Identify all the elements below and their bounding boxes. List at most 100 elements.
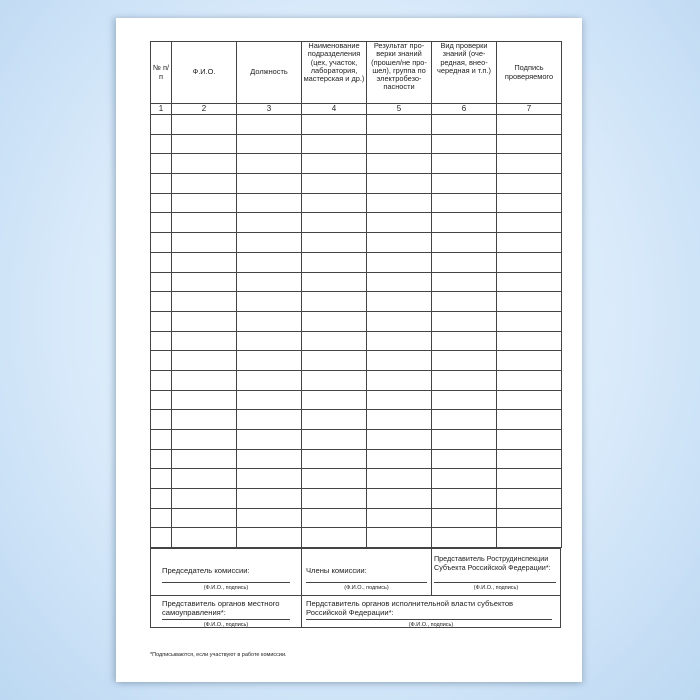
table-cell[interactable] <box>431 507 497 529</box>
table-cell[interactable] <box>431 251 497 273</box>
table-cell[interactable] <box>496 212 562 234</box>
table-cell[interactable] <box>150 291 172 312</box>
table-cell[interactable] <box>366 527 432 549</box>
table-cell[interactable] <box>496 429 562 450</box>
table-cell[interactable] <box>431 212 497 234</box>
table-cell[interactable] <box>171 330 237 352</box>
table-cell[interactable] <box>150 488 172 509</box>
table-cell[interactable] <box>171 369 237 391</box>
table-cell[interactable] <box>236 409 302 430</box>
table-cell[interactable] <box>150 330 172 352</box>
table-cell[interactable] <box>366 114 432 135</box>
table-cell[interactable] <box>496 369 562 391</box>
table-cell[interactable] <box>366 232 432 253</box>
table-cell[interactable] <box>366 212 432 234</box>
table-cell[interactable] <box>366 429 432 450</box>
table-cell[interactable] <box>431 291 497 312</box>
table-cell[interactable] <box>301 271 367 293</box>
table-cell[interactable] <box>366 173 432 194</box>
table-cell[interactable] <box>150 507 172 529</box>
table-cell[interactable] <box>236 468 302 490</box>
table-cell[interactable] <box>301 192 367 214</box>
table-cell[interactable] <box>301 153 367 175</box>
table-cell[interactable] <box>171 291 237 312</box>
table-cell[interactable] <box>431 429 497 450</box>
table-cell[interactable] <box>236 173 302 194</box>
table-cell[interactable] <box>366 330 432 352</box>
table-cell[interactable] <box>431 369 497 391</box>
table-cell[interactable] <box>171 527 237 549</box>
table-cell[interactable] <box>171 232 237 253</box>
table-cell[interactable] <box>366 192 432 214</box>
signature-line[interactable] <box>306 582 427 583</box>
table-cell[interactable] <box>236 330 302 352</box>
table-cell[interactable] <box>236 369 302 391</box>
table-cell[interactable] <box>496 192 562 214</box>
table-cell[interactable] <box>171 389 237 411</box>
table-cell[interactable] <box>366 350 432 371</box>
table-cell[interactable] <box>366 468 432 490</box>
table-cell[interactable] <box>496 527 562 549</box>
table-cell[interactable] <box>150 448 172 470</box>
table-cell[interactable] <box>171 468 237 490</box>
table-cell[interactable] <box>171 448 237 470</box>
table-cell[interactable] <box>150 212 172 234</box>
table-cell[interactable] <box>236 291 302 312</box>
table-cell[interactable] <box>366 369 432 391</box>
table-cell[interactable] <box>236 389 302 411</box>
table-cell[interactable] <box>496 271 562 293</box>
table-cell[interactable] <box>150 173 172 194</box>
table-cell[interactable] <box>301 114 367 135</box>
table-cell[interactable] <box>496 310 562 332</box>
table-cell[interactable] <box>366 389 432 411</box>
table-cell[interactable] <box>236 310 302 332</box>
table-cell[interactable] <box>496 133 562 155</box>
table-cell[interactable] <box>171 488 237 509</box>
table-cell[interactable] <box>171 114 237 135</box>
table-cell[interactable] <box>431 310 497 332</box>
table-cell[interactable] <box>171 429 237 450</box>
table-cell[interactable] <box>366 488 432 509</box>
table-cell[interactable] <box>366 251 432 273</box>
table-cell[interactable] <box>236 429 302 450</box>
table-cell[interactable] <box>431 114 497 135</box>
table-cell[interactable] <box>301 133 367 155</box>
table-cell[interactable] <box>496 153 562 175</box>
table-cell[interactable] <box>301 291 367 312</box>
table-cell[interactable] <box>236 251 302 273</box>
table-cell[interactable] <box>496 291 562 312</box>
table-cell[interactable] <box>171 507 237 529</box>
table-cell[interactable] <box>171 133 237 155</box>
table-cell[interactable] <box>496 232 562 253</box>
table-cell[interactable] <box>496 507 562 529</box>
table-cell[interactable] <box>171 350 237 371</box>
table-cell[interactable] <box>171 310 237 332</box>
table-cell[interactable] <box>431 330 497 352</box>
table-cell[interactable] <box>301 369 367 391</box>
table-cell[interactable] <box>171 173 237 194</box>
table-cell[interactable] <box>431 409 497 430</box>
table-cell[interactable] <box>431 192 497 214</box>
table-cell[interactable] <box>150 409 172 430</box>
table-cell[interactable] <box>150 133 172 155</box>
table-cell[interactable] <box>236 507 302 529</box>
table-cell[interactable] <box>236 527 302 549</box>
table-cell[interactable] <box>496 350 562 371</box>
table-cell[interactable] <box>431 350 497 371</box>
table-cell[interactable] <box>171 212 237 234</box>
table-cell[interactable] <box>366 409 432 430</box>
table-cell[interactable] <box>301 330 367 352</box>
table-cell[interactable] <box>236 114 302 135</box>
table-cell[interactable] <box>431 232 497 253</box>
table-cell[interactable] <box>366 310 432 332</box>
table-cell[interactable] <box>366 507 432 529</box>
signature-line[interactable] <box>162 619 290 620</box>
table-cell[interactable] <box>150 251 172 273</box>
table-cell[interactable] <box>236 271 302 293</box>
table-cell[interactable] <box>150 350 172 371</box>
table-cell[interactable] <box>431 448 497 470</box>
table-cell[interactable] <box>301 232 367 253</box>
table-cell[interactable] <box>171 409 237 430</box>
table-cell[interactable] <box>496 389 562 411</box>
table-cell[interactable] <box>301 212 367 234</box>
